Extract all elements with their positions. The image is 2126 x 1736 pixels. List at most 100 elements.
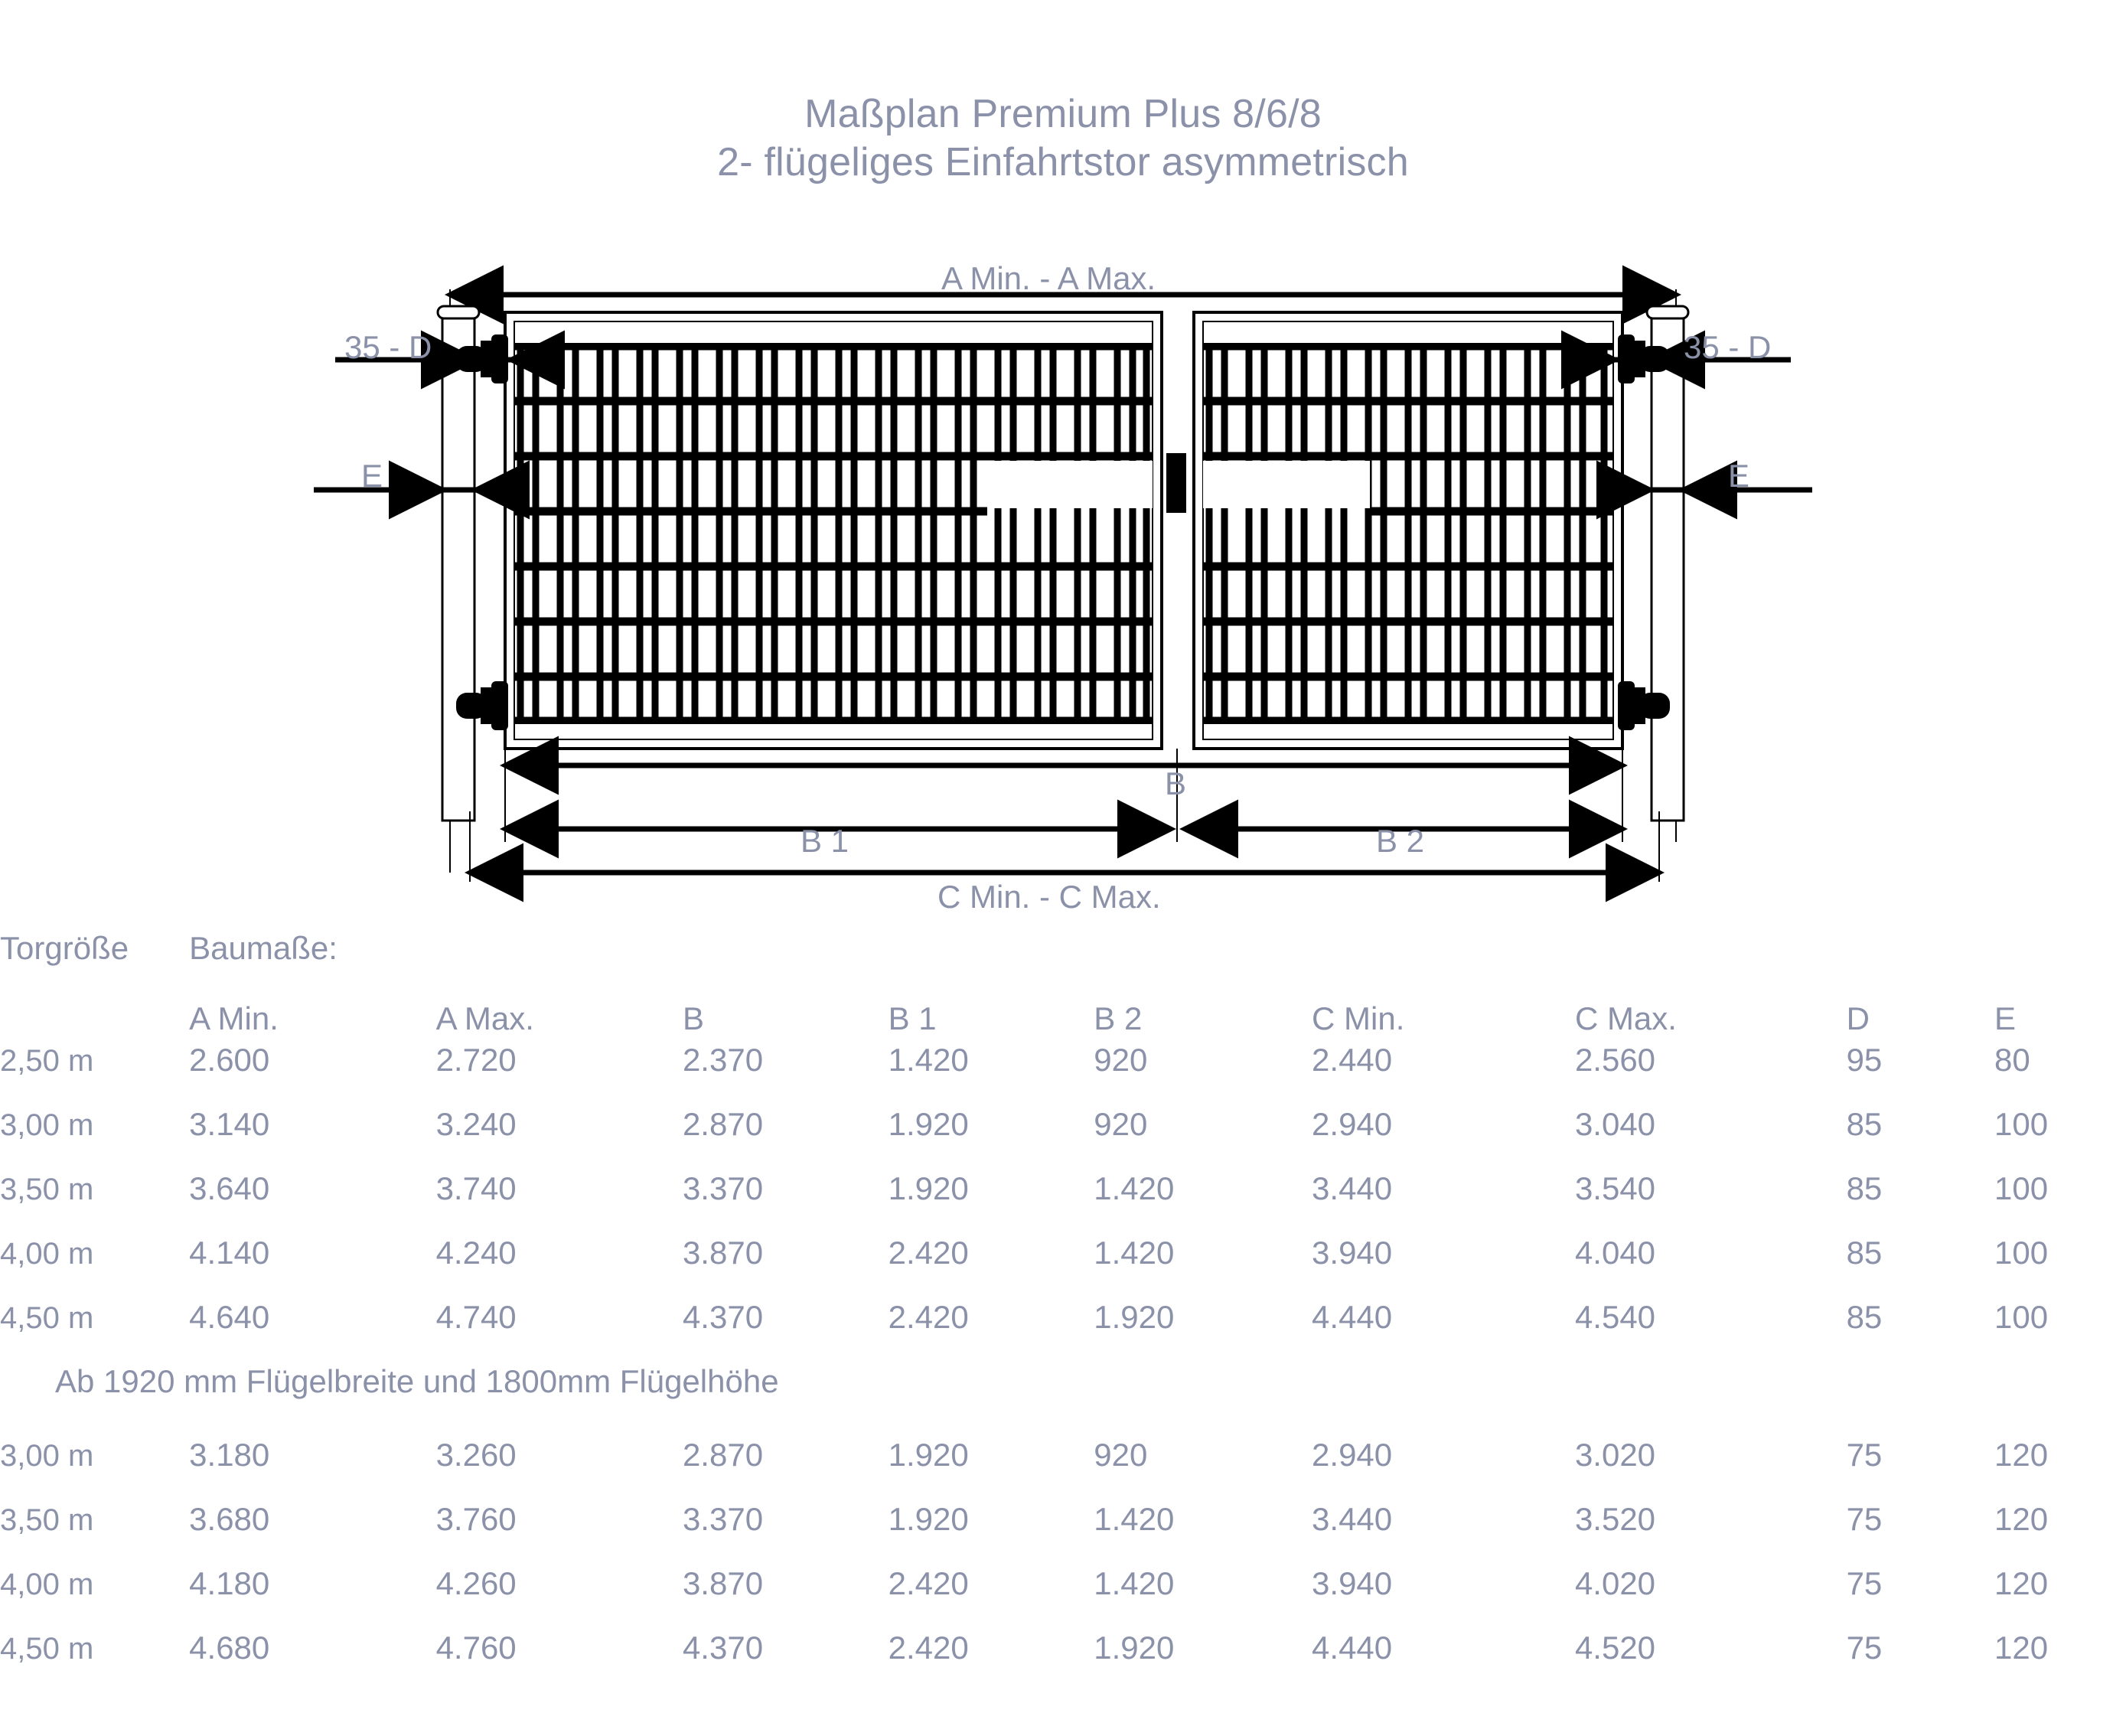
title-line-secondary: 2- flügeliges Einfahrtstor asymmetrisch — [717, 140, 1409, 185]
cell-b2: 1.920 — [1094, 1630, 1175, 1666]
cell-d: 85 — [1846, 1235, 1883, 1271]
cell-b1: 1.920 — [888, 1501, 969, 1537]
cell-c-max: 3.040 — [1574, 1106, 1656, 1142]
cell-a-max: 3.260 — [435, 1437, 517, 1473]
dimension-c-span — [465, 811, 1665, 902]
cell-b: 3.870 — [682, 1235, 764, 1271]
gate-lock-icon — [1166, 453, 1186, 513]
cell-b: 4.370 — [682, 1299, 764, 1335]
cell-d: 85 — [1846, 1299, 1883, 1335]
column-header-d: D — [1846, 1000, 1870, 1036]
cell-size: 4,00 m — [0, 1237, 94, 1271]
cell-a-min: 3.180 — [189, 1437, 270, 1473]
cell-a-min: 4.140 — [189, 1235, 270, 1271]
cell-b: 2.870 — [682, 1437, 764, 1473]
cell-c-max: 3.520 — [1574, 1501, 1656, 1537]
cell-b2: 1.420 — [1094, 1235, 1175, 1271]
hinge-bottom-right-icon — [1618, 681, 1670, 730]
cell-e: 120 — [1994, 1630, 2049, 1666]
cell-d: 75 — [1846, 1501, 1883, 1537]
cell-a-min: 2.600 — [189, 1042, 270, 1078]
label-b2-span: B 2 — [1376, 823, 1425, 859]
cell-b: 3.370 — [682, 1170, 764, 1206]
cell-size: 3,00 m — [0, 1439, 94, 1473]
cell-c-max: 4.020 — [1574, 1565, 1656, 1601]
column-header-b2: B 2 — [1094, 1000, 1143, 1036]
cell-size: 3,50 m — [0, 1503, 94, 1537]
cell-b2: 920 — [1094, 1106, 1148, 1142]
cell-b: 4.370 — [682, 1630, 764, 1666]
table-row: 4,00 m 4.180 4.260 3.870 2.420 1.420 3.9… — [0, 1565, 2126, 1630]
cell-size: 3,00 m — [0, 1108, 94, 1142]
label-d-left: 35 - D — [344, 329, 432, 365]
cell-a-min: 3.640 — [189, 1170, 270, 1206]
cell-b2: 1.420 — [1094, 1170, 1175, 1206]
fence-post-left — [436, 305, 481, 822]
table-header-top: Torgröße Baumaße: — [0, 930, 2126, 967]
gate-leaf-left-frame — [504, 311, 1163, 750]
column-header-a-max: A Max. — [435, 1000, 534, 1036]
column-header-a-min: A Min. — [189, 1000, 279, 1036]
cell-d: 95 — [1846, 1042, 1883, 1078]
cell-c-min: 4.440 — [1312, 1630, 1393, 1666]
cell-b: 3.870 — [682, 1565, 764, 1601]
cell-size: 4,50 m — [0, 1301, 94, 1335]
note-text: Ab 1920 mm Flügelbreite und 1800mm Flüge… — [55, 1363, 779, 1399]
cell-a-min: 3.140 — [189, 1106, 270, 1142]
cell-d: 75 — [1846, 1565, 1883, 1601]
fence-post-right — [1645, 305, 1690, 822]
cell-e: 100 — [1994, 1170, 2049, 1206]
cell-a-max: 4.760 — [435, 1630, 517, 1666]
cell-a-max: 2.720 — [435, 1042, 517, 1078]
wire-mesh-panel-right — [1203, 343, 1613, 724]
table-row: 4,50 m 4.680 4.760 4.370 2.420 1.920 4.4… — [0, 1630, 2126, 1694]
label-b-span: B — [1165, 765, 1187, 801]
hinge-bottom-left-icon — [456, 681, 508, 730]
table-header-columns: A Min. A Max. B B 1 B 2 C Min. C Max. D … — [0, 1000, 2126, 1042]
title-line-primary: Maßplan Premium Plus 8/6/8 — [804, 92, 1322, 136]
cell-size: 4,50 m — [0, 1632, 94, 1666]
column-header-c-max: C Max. — [1574, 1000, 1677, 1036]
cell-c-max: 4.540 — [1574, 1299, 1656, 1335]
cell-a-min: 3.680 — [189, 1501, 270, 1537]
cell-c-max: 3.020 — [1574, 1437, 1656, 1473]
table-row: 2,50 m 2.600 2.720 2.370 1.420 920 2.440… — [0, 1042, 2126, 1106]
cell-a-max: 3.740 — [435, 1170, 517, 1206]
label-c-span: C Min. - C Max. — [937, 879, 1161, 915]
cell-c-max: 4.520 — [1574, 1630, 1656, 1666]
cell-e: 120 — [1994, 1565, 2049, 1601]
label-d-right: 35 - D — [1684, 329, 1772, 365]
cell-b1: 2.420 — [888, 1630, 969, 1666]
dimension-b2-span — [1176, 749, 1628, 859]
cell-b1: 2.420 — [888, 1299, 969, 1335]
cell-b1: 2.420 — [888, 1235, 969, 1271]
cell-b1: 1.920 — [888, 1170, 969, 1206]
cell-b2: 1.920 — [1094, 1299, 1175, 1335]
cell-c-max: 3.540 — [1574, 1170, 1656, 1206]
cell-c-min: 2.440 — [1312, 1042, 1393, 1078]
table-row: 4,50 m 4.640 4.740 4.370 2.420 1.920 4.4… — [0, 1299, 2126, 1363]
cell-b2: 920 — [1094, 1042, 1148, 1078]
cell-b2: 1.420 — [1094, 1501, 1175, 1537]
cell-b1: 1.920 — [888, 1106, 969, 1142]
cell-b: 3.370 — [682, 1501, 764, 1537]
label-a-span: A Min. - A Max. — [941, 260, 1156, 296]
table-row: 4,00 m 4.140 4.240 3.870 2.420 1.420 3.9… — [0, 1235, 2126, 1299]
header-torgroesse: Torgröße — [0, 930, 129, 966]
cell-e: 100 — [1994, 1235, 2049, 1271]
wire-mesh-panel-left — [514, 343, 1153, 724]
cell-a-min: 4.180 — [189, 1565, 270, 1601]
cell-a-max: 4.740 — [435, 1299, 517, 1335]
cell-c-max: 4.040 — [1574, 1235, 1656, 1271]
cell-d: 85 — [1846, 1106, 1883, 1142]
cell-b2: 1.420 — [1094, 1565, 1175, 1601]
label-e-left: E — [361, 458, 383, 494]
cell-b2: 920 — [1094, 1437, 1148, 1473]
cell-b1: 1.920 — [888, 1437, 969, 1473]
cell-e: 80 — [1994, 1042, 2030, 1078]
label-b1-span: B 1 — [801, 823, 849, 859]
cell-c-min: 2.940 — [1312, 1437, 1393, 1473]
cell-d: 85 — [1846, 1170, 1883, 1206]
cell-b1: 2.420 — [888, 1565, 969, 1601]
